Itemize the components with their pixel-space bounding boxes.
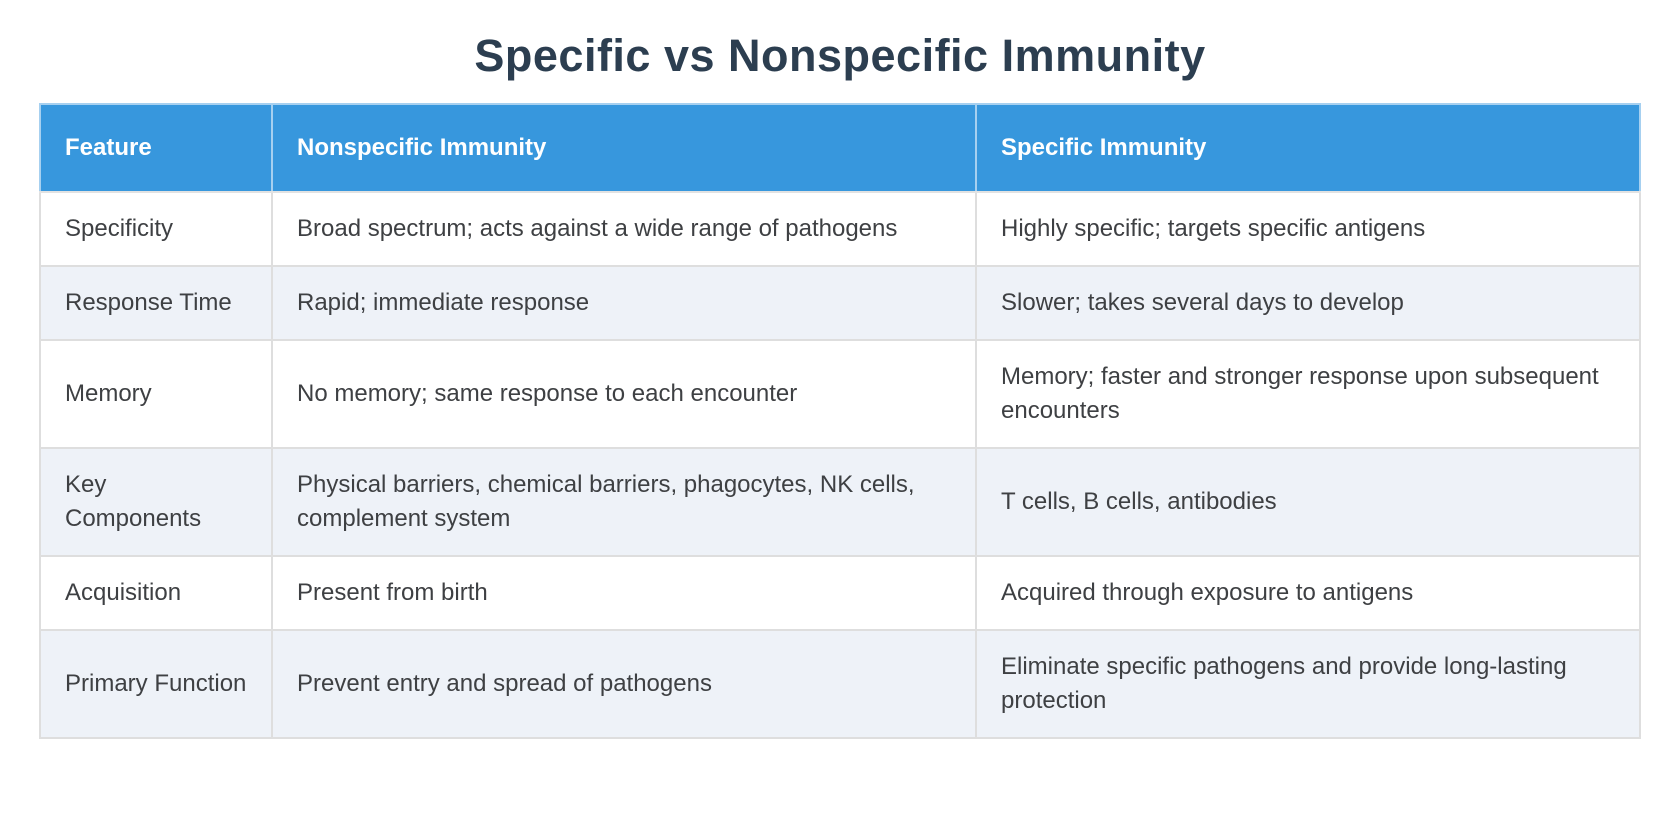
cell-specific: Slower; takes several days to develop [975, 265, 1641, 341]
cell-specific: Highly specific; targets specific antige… [975, 191, 1641, 267]
comparison-table: Feature Nonspecific Immunity Specific Im… [39, 103, 1641, 739]
table-row: Memory No memory; same response to each … [39, 339, 1641, 449]
cell-specific: Memory; faster and stronger response upo… [975, 339, 1641, 449]
cell-nonspecific: Physical barriers, chemical barriers, ph… [271, 447, 977, 557]
cell-feature: Key Components [39, 447, 273, 557]
table-row: Key Components Physical barriers, chemic… [39, 447, 1641, 557]
cell-feature: Primary Function [39, 629, 273, 739]
cell-nonspecific: Prevent entry and spread of pathogens [271, 629, 977, 739]
cell-specific: Eliminate specific pathogens and provide… [975, 629, 1641, 739]
cell-feature: Response Time [39, 265, 273, 341]
cell-specific: T cells, B cells, antibodies [975, 447, 1641, 557]
cell-feature: Specificity [39, 191, 273, 267]
table-header: Feature Nonspecific Immunity Specific Im… [39, 103, 1641, 193]
cell-nonspecific: No memory; same response to each encount… [271, 339, 977, 449]
table-row: Primary Function Prevent entry and sprea… [39, 629, 1641, 739]
header-row: Feature Nonspecific Immunity Specific Im… [39, 103, 1641, 193]
table-row: Response Time Rapid; immediate response … [39, 265, 1641, 341]
cell-nonspecific: Broad spectrum; acts against a wide rang… [271, 191, 977, 267]
column-header-nonspecific: Nonspecific Immunity [271, 103, 977, 193]
table-row: Acquisition Present from birth Acquired … [39, 555, 1641, 631]
cell-nonspecific: Present from birth [271, 555, 977, 631]
cell-feature: Acquisition [39, 555, 273, 631]
cell-specific: Acquired through exposure to antigens [975, 555, 1641, 631]
page-title: Specific vs Nonspecific Immunity [474, 30, 1206, 81]
column-header-specific: Specific Immunity [975, 103, 1641, 193]
table-row: Specificity Broad spectrum; acts against… [39, 191, 1641, 267]
column-header-feature: Feature [39, 103, 273, 193]
cell-nonspecific: Rapid; immediate response [271, 265, 977, 341]
cell-feature: Memory [39, 339, 273, 449]
table-body: Specificity Broad spectrum; acts against… [39, 191, 1641, 739]
